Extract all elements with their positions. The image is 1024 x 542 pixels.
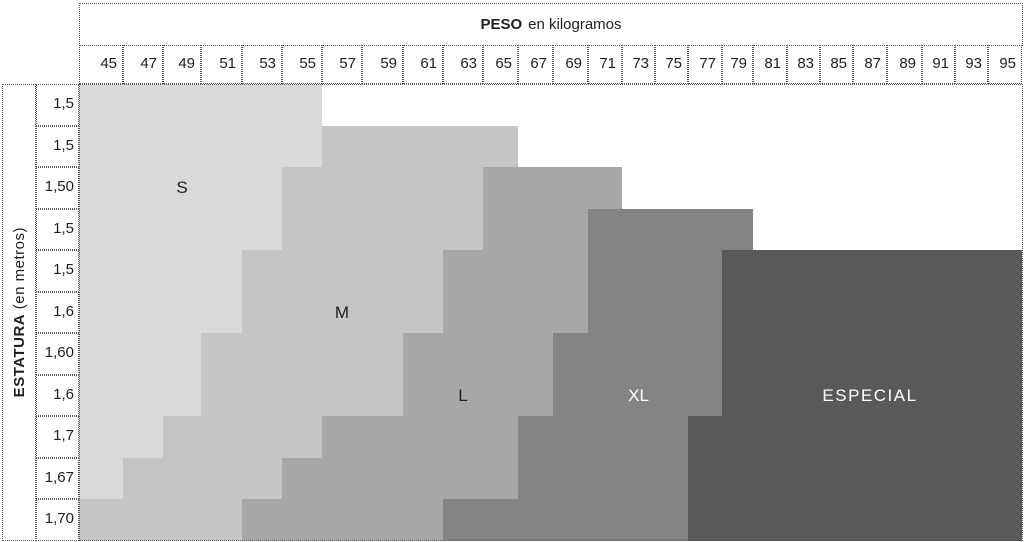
zone-xl-row-7 — [553, 333, 722, 376]
weight-tick-45: 45 — [79, 45, 123, 84]
height-tick-row-6: 1,6 — [36, 291, 79, 334]
zone-m-row-4 — [282, 208, 483, 251]
zone-especial-row-5 — [722, 250, 1022, 293]
weight-tick-57: 57 — [322, 45, 362, 84]
zone-m-row-9 — [163, 416, 322, 459]
zone-s-row-5 — [79, 250, 242, 293]
height-tick-row-9: 1,7 — [36, 416, 79, 458]
weight-tick-55: 55 — [282, 45, 322, 84]
x-axis-title-bold: PESO — [480, 16, 523, 33]
zone-l-row-6 — [443, 291, 588, 335]
zone-l-row-8 — [403, 374, 553, 418]
zone-especial-row-8 — [722, 374, 1022, 418]
height-tick-row-1: 1,5 — [36, 84, 79, 126]
weight-tick-87: 87 — [853, 45, 887, 84]
weight-tick-59: 59 — [362, 45, 403, 84]
weight-tick-91: 91 — [922, 45, 955, 84]
x-axis-title-rest: en kilogramos — [528, 16, 622, 33]
weight-tick-67: 67 — [518, 45, 553, 84]
zone-xl-row-8 — [553, 374, 722, 418]
y-axis-title: ESTATURA (en metros) — [2, 84, 36, 541]
weight-tick-85: 85 — [820, 45, 853, 84]
weight-tick-73: 73 — [622, 45, 655, 84]
zone-especial-row-10 — [688, 457, 1022, 501]
weight-tick-79: 79 — [722, 45, 753, 84]
y-axis-title-text: ESTATURA (en metros) — [11, 227, 28, 397]
zone-especial-row-9 — [688, 416, 1022, 459]
weight-tick-95: 95 — [988, 45, 1022, 84]
weight-tick-49: 49 — [163, 45, 201, 84]
zone-xl-row-10 — [518, 457, 688, 501]
zone-s-row-9 — [79, 416, 163, 459]
height-tick-row-7: 1,60 — [36, 333, 79, 375]
weight-tick-75: 75 — [655, 45, 688, 84]
height-tick-row-3: 1,50 — [36, 167, 79, 209]
zone-m-row-6 — [242, 291, 443, 335]
zone-l-row-3 — [483, 167, 622, 210]
zone-l-row-4 — [483, 208, 588, 251]
zone-s-row-4 — [79, 208, 282, 251]
height-tick-row-5: 1,5 — [36, 250, 79, 292]
weight-tick-61: 61 — [403, 45, 443, 84]
weight-tick-83: 83 — [787, 45, 820, 84]
zone-xl-row-9 — [518, 416, 688, 459]
y-axis-title-rest: (en metros) — [10, 227, 28, 310]
zone-s-row-2 — [79, 125, 322, 168]
weight-tick-69: 69 — [553, 45, 588, 84]
height-tick-row-2: 1,5 — [36, 125, 79, 168]
zone-m-row-10 — [123, 457, 282, 501]
zone-l-row-11 — [242, 499, 443, 541]
height-tick-row-8: 1,6 — [36, 374, 79, 417]
weight-tick-63: 63 — [443, 45, 483, 84]
zone-l-row-5 — [443, 250, 588, 293]
height-tick-row-10: 1,67 — [36, 457, 79, 500]
zone-m-row-3 — [282, 167, 483, 210]
weight-tick-77: 77 — [688, 45, 722, 84]
zone-l-row-10 — [282, 457, 518, 501]
zone-m-row-11 — [79, 499, 242, 541]
zone-s-row-3 — [79, 167, 282, 210]
weight-tick-51: 51 — [201, 45, 242, 84]
zone-m-row-8 — [201, 374, 403, 418]
weight-tick-47: 47 — [123, 45, 163, 84]
zone-especial-row-7 — [722, 333, 1022, 376]
zone-xl-row-4 — [588, 208, 753, 251]
zone-m-row-7 — [201, 333, 403, 376]
zone-s-row-8 — [79, 374, 201, 418]
height-tick-row-11: 1,70 — [36, 499, 79, 541]
weight-tick-81: 81 — [753, 45, 787, 84]
weight-tick-93: 93 — [955, 45, 988, 84]
weight-tick-71: 71 — [588, 45, 622, 84]
zone-xl-row-5 — [588, 250, 722, 293]
zone-l-row-9 — [322, 416, 518, 459]
x-axis-title: PESO en kilogramos — [79, 3, 1023, 46]
zone-especial-row-11 — [688, 499, 1022, 541]
zone-s-row-6 — [79, 291, 242, 335]
weight-tick-53: 53 — [242, 45, 282, 84]
zone-xl-row-6 — [588, 291, 722, 335]
weight-tick-89: 89 — [887, 45, 922, 84]
zone-s-row-7 — [79, 333, 201, 376]
zone-m-row-5 — [242, 250, 443, 293]
weight-tick-65: 65 — [483, 45, 518, 84]
zone-s-row-1 — [79, 84, 322, 127]
zone-m-row-2 — [322, 125, 518, 168]
height-tick-row-4: 1,5 — [36, 208, 79, 251]
zone-especial-row-6 — [722, 291, 1022, 335]
zone-xl-row-11 — [443, 499, 688, 541]
y-axis-title-bold: ESTATURA — [10, 314, 28, 398]
zone-l-row-7 — [403, 333, 553, 376]
zone-s-row-10 — [79, 457, 123, 501]
